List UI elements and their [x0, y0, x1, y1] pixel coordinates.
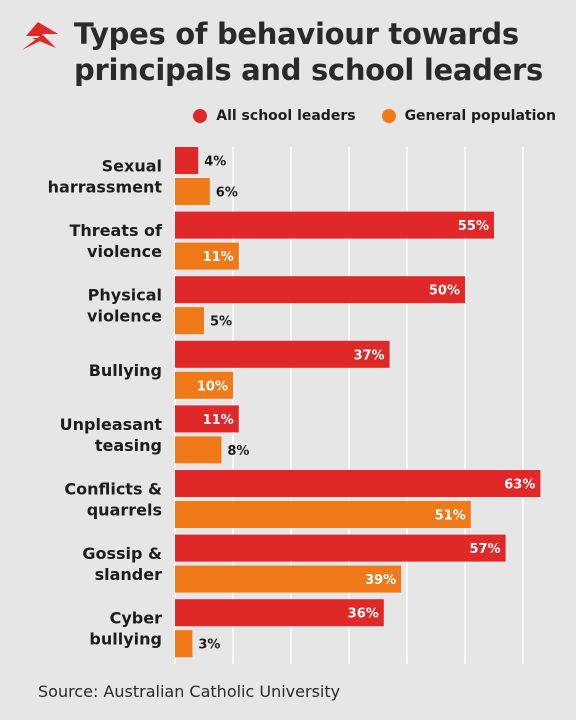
data-label: 10%	[197, 379, 228, 394]
category-label: Gossip &	[82, 544, 162, 563]
category-label: bullying	[89, 630, 162, 649]
chart-title-line-2: principals and school leaders	[74, 53, 543, 87]
category-label: teasing	[95, 436, 162, 455]
bar-all-school-leaders	[175, 405, 239, 433]
sbs-logo-icon	[22, 22, 58, 50]
data-label: 5%	[210, 315, 232, 330]
category-label: Unpleasant	[60, 415, 163, 434]
bar-all-school-leaders	[175, 599, 384, 627]
legend-label-all-school-leaders: All school leaders	[216, 108, 356, 124]
data-label: 3%	[198, 638, 220, 653]
legend: All school leaders General population	[193, 108, 556, 124]
bar-general-population	[175, 565, 402, 593]
bar-all-school-leaders	[175, 340, 390, 368]
bar-general-population	[175, 501, 471, 528]
bar-all-school-leaders	[175, 147, 199, 174]
data-label: 37%	[353, 348, 384, 363]
category-label: Physical	[88, 286, 162, 305]
data-label: 6%	[216, 186, 238, 201]
chart-title: Types of behaviour towards principals an…	[74, 16, 564, 88]
data-label: 39%	[365, 573, 396, 588]
category-label: harrassment	[48, 178, 163, 197]
data-label: 36%	[348, 607, 379, 622]
data-label: 57%	[469, 542, 500, 557]
data-label: 8%	[227, 444, 249, 459]
chart-title-line-1: Types of behaviour towards	[74, 17, 519, 51]
bar-general-population	[175, 307, 204, 335]
data-label: 4%	[204, 155, 226, 170]
legend-swatch-general-population	[381, 109, 396, 123]
category-label: Cyber	[110, 609, 162, 628]
data-label: 55%	[458, 219, 489, 234]
bar-all-school-leaders	[175, 276, 465, 304]
category-label: slander	[95, 565, 163, 584]
category-label: Bullying	[89, 361, 162, 380]
data-label: 11%	[203, 413, 234, 428]
bar-all-school-leaders	[175, 211, 494, 239]
bar-general-population	[175, 242, 239, 270]
category-label: Threats of	[69, 221, 163, 240]
legend-item-general-population: General population	[381, 108, 556, 124]
bar-general-population	[175, 436, 222, 464]
category-label: violence	[87, 242, 162, 261]
bar-all-school-leaders	[175, 470, 541, 497]
legend-item-all-school-leaders: All school leaders	[193, 108, 356, 124]
bar-general-population	[175, 178, 210, 205]
bar-general-population	[175, 630, 193, 658]
data-label: 51%	[435, 509, 466, 524]
data-label: 63%	[504, 478, 535, 493]
legend-swatch-all-school-leaders	[193, 109, 208, 123]
category-label: Conflicts &	[64, 480, 162, 499]
source-note: Source: Australian Catholic University	[38, 682, 341, 701]
bar-general-population	[175, 371, 233, 399]
category-label: Sexual	[102, 157, 162, 176]
category-label: violence	[87, 307, 162, 326]
legend-label-general-population: General population	[404, 108, 556, 124]
data-label: 50%	[429, 284, 460, 299]
data-label: 11%	[203, 250, 234, 265]
bar-all-school-leaders	[175, 534, 506, 562]
category-label: quarrels	[87, 501, 162, 520]
